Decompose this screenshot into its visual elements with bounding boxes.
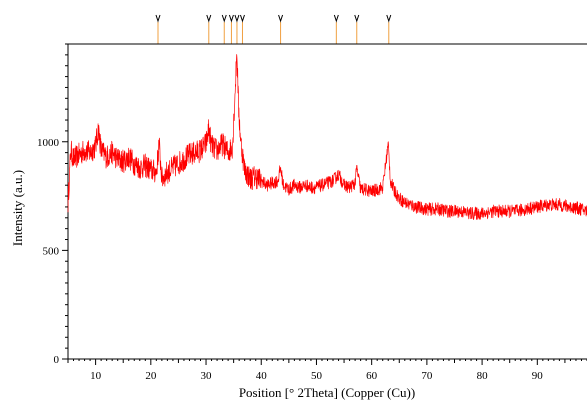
reference-marker-tip-2 <box>222 15 226 21</box>
series-layer <box>68 54 587 219</box>
y-tick-label-0: 0 <box>54 354 60 366</box>
reference-marker-tip-5 <box>240 15 244 21</box>
reference-marker-tip-7 <box>334 15 338 21</box>
x-tick-label-70: 70 <box>421 370 433 382</box>
plot-frame <box>68 44 587 359</box>
x-tick-label-80: 80 <box>477 370 489 382</box>
reference-marker-tip-6 <box>279 15 283 21</box>
x-tick-label-30: 30 <box>201 370 213 382</box>
reference-marker-tip-4 <box>235 15 239 21</box>
x-tick-label-60: 60 <box>366 370 378 382</box>
y-axis-title: Intensity (a.u.) <box>10 170 25 246</box>
x-axis-title: Position [° 2Theta] (Copper (Cu)) <box>239 385 415 400</box>
x-tick-label-90: 90 <box>532 370 544 382</box>
reference-marker-tip-0 <box>156 15 160 21</box>
series-line-0 <box>68 54 587 219</box>
reference-marker-tip-3 <box>229 15 233 21</box>
x-tick-label-10: 10 <box>90 370 102 382</box>
x-tick-label-20: 20 <box>145 370 157 382</box>
reference-marker-tip-1 <box>207 15 211 21</box>
reference-marker-tip-8 <box>355 15 359 21</box>
reference-marker-layer <box>156 15 391 44</box>
y-tick-label-500: 500 <box>43 245 60 257</box>
y-tick-label-1000: 1000 <box>37 137 60 149</box>
x-tick-label-40: 40 <box>256 370 268 382</box>
reference-marker-tip-9 <box>387 15 391 21</box>
x-tick-label-50: 50 <box>311 370 323 382</box>
